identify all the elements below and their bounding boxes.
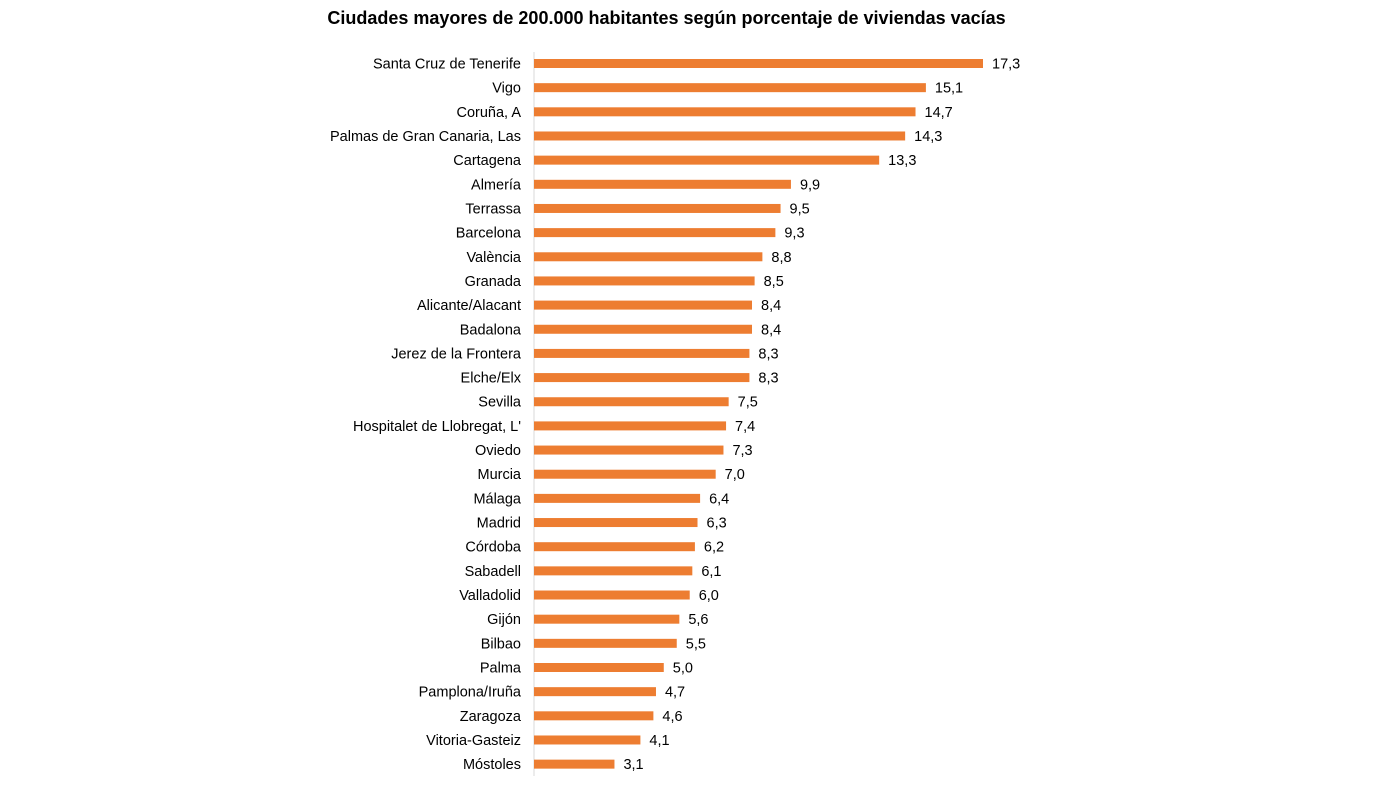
bar-29 xyxy=(534,759,615,769)
bar-9 xyxy=(534,276,755,286)
bar-7 xyxy=(534,228,776,238)
bar-20 xyxy=(534,542,695,552)
category-label-4: Cartagena xyxy=(453,153,522,169)
bar-3 xyxy=(534,131,906,141)
bar-27 xyxy=(534,711,654,721)
value-label-23: 5,6 xyxy=(688,612,708,628)
category-label-14: Sevilla xyxy=(478,395,522,411)
bar-24 xyxy=(534,638,677,648)
category-label-0: Santa Cruz de Tenerife xyxy=(373,57,521,73)
bar-16 xyxy=(534,445,724,455)
value-label-20: 6,2 xyxy=(704,540,724,556)
value-label-0: 17,3 xyxy=(992,57,1020,73)
bar-6 xyxy=(534,203,781,213)
value-label-29: 3,1 xyxy=(623,757,643,773)
value-label-22: 6,0 xyxy=(699,588,719,604)
bar-13 xyxy=(534,373,750,383)
category-label-20: Córdoba xyxy=(465,540,522,556)
bar-26 xyxy=(534,687,656,697)
value-label-9: 8,5 xyxy=(764,274,784,290)
bar-1 xyxy=(534,83,926,93)
category-label-26: Pamplona/Iruña xyxy=(419,685,522,701)
category-label-1: Vigo xyxy=(492,81,521,97)
category-label-21: Sabadell xyxy=(465,564,521,580)
bar-0 xyxy=(534,59,983,68)
bar-21 xyxy=(534,566,693,576)
value-label-17: 7,0 xyxy=(725,467,745,483)
category-label-24: Bilbao xyxy=(481,636,521,652)
bar-18 xyxy=(534,493,701,503)
value-label-8: 8,8 xyxy=(771,250,791,266)
value-label-24: 5,5 xyxy=(686,636,706,652)
category-label-28: Vitoria-Gasteiz xyxy=(426,733,521,749)
value-label-3: 14,3 xyxy=(914,129,942,145)
bar-5 xyxy=(534,179,791,189)
bar-2 xyxy=(534,107,916,117)
value-label-12: 8,3 xyxy=(758,346,778,362)
bar-14 xyxy=(534,397,729,407)
value-label-10: 8,4 xyxy=(761,298,781,314)
category-label-10: Alicante/Alacant xyxy=(417,298,521,314)
bar-4 xyxy=(534,155,880,165)
category-label-16: Oviedo xyxy=(475,443,521,459)
bars-group xyxy=(534,59,983,769)
category-label-19: Madrid xyxy=(477,516,521,532)
category-label-8: València xyxy=(466,250,521,266)
bar-23 xyxy=(534,614,680,624)
category-label-2: Coruña, A xyxy=(457,105,522,121)
bar-28 xyxy=(534,735,641,745)
value-label-1: 15,1 xyxy=(935,81,963,97)
category-label-27: Zaragoza xyxy=(460,709,522,725)
bar-12 xyxy=(534,348,750,358)
category-label-12: Jerez de la Frontera xyxy=(391,346,522,362)
value-label-25: 5,0 xyxy=(673,661,693,677)
category-label-6: Terrassa xyxy=(465,201,522,217)
value-label-14: 7,5 xyxy=(738,395,758,411)
value-label-5: 9,9 xyxy=(800,177,820,193)
bar-17 xyxy=(534,469,716,479)
value-label-18: 6,4 xyxy=(709,491,729,507)
value-label-26: 4,7 xyxy=(665,685,685,701)
category-label-5: Almería xyxy=(471,177,522,193)
value-label-16: 7,3 xyxy=(732,443,752,459)
value-label-13: 8,3 xyxy=(758,371,778,387)
category-label-15: Hospitalet de Llobregat, L' xyxy=(353,419,521,435)
category-label-23: Gijón xyxy=(487,612,521,628)
value-label-4: 13,3 xyxy=(888,153,916,169)
category-label-13: Elche/Elx xyxy=(461,371,522,387)
category-label-3: Palmas de Gran Canaria, Las xyxy=(330,129,521,145)
category-label-25: Palma xyxy=(480,661,522,677)
value-label-2: 14,7 xyxy=(925,105,953,121)
category-label-7: Barcelona xyxy=(456,226,522,242)
category-label-18: Málaga xyxy=(473,491,521,507)
category-label-29: Móstoles xyxy=(463,757,521,773)
chart-title: Ciudades mayores de 200.000 habitantes s… xyxy=(327,8,1006,28)
category-label-11: Badalona xyxy=(460,322,522,338)
value-label-11: 8,4 xyxy=(761,322,781,338)
category-labels-group: Santa Cruz de Tenerife Vigo Coruña, A Palma… xyxy=(330,57,522,774)
bar-19 xyxy=(534,518,698,528)
value-label-21: 6,1 xyxy=(701,564,721,580)
bar-10 xyxy=(534,300,753,310)
value-labels-group: 17,3 15,1 14,7 14,3 13,3 9,9 9,5 9,3 8,8 8,5 8,4 8,… xyxy=(623,57,1020,774)
value-label-28: 4,1 xyxy=(649,733,669,749)
value-label-7: 9,3 xyxy=(784,226,804,242)
category-label-9: Granada xyxy=(465,274,522,290)
value-label-6: 9,5 xyxy=(790,201,810,217)
bar-11 xyxy=(534,324,753,334)
value-label-19: 6,3 xyxy=(707,516,727,532)
category-label-22: Valladolid xyxy=(459,588,521,604)
bar-22 xyxy=(534,590,690,600)
bar-8 xyxy=(534,252,763,262)
category-label-17: Murcia xyxy=(477,467,521,483)
value-label-27: 4,6 xyxy=(662,709,682,725)
value-label-15: 7,4 xyxy=(735,419,755,435)
bar-15 xyxy=(534,421,727,431)
bar-25 xyxy=(534,663,664,672)
